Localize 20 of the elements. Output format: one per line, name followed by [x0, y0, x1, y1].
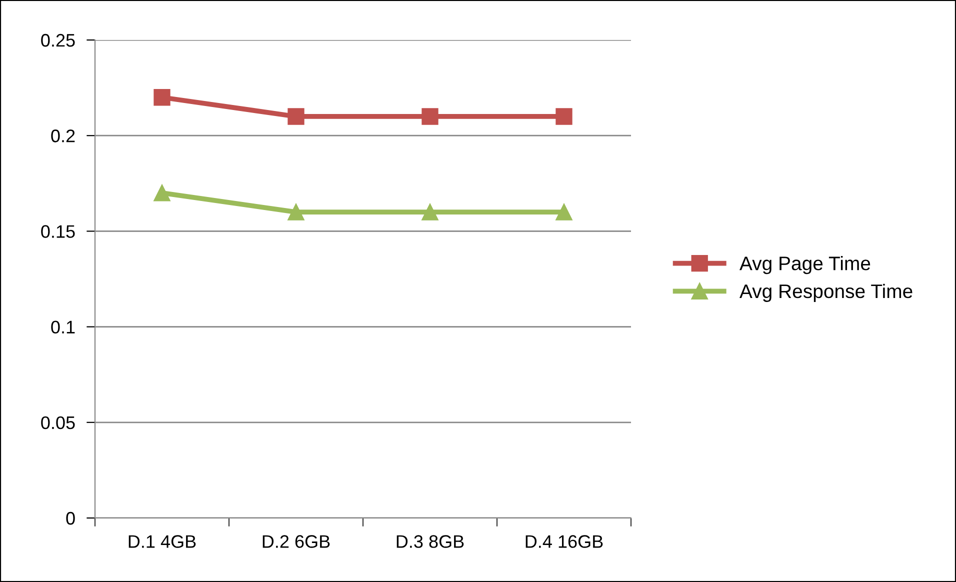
point	[556, 204, 572, 220]
x-tick-label: D.3 8GB	[396, 535, 464, 548]
point	[154, 89, 170, 106]
legend-label: Avg Page Time	[740, 256, 870, 274]
y-tick-label: 0.25	[41, 34, 75, 47]
legend-label: Avg Response Time	[740, 284, 912, 302]
y-tick-label: 0.05	[41, 416, 75, 430]
y-tick-label: 0.2	[51, 130, 75, 142]
point	[422, 108, 438, 125]
point	[556, 108, 572, 125]
x-tick-label: D.4 16GB	[526, 535, 603, 548]
y-tick-label: 0.15	[41, 225, 75, 238]
point	[288, 108, 304, 125]
point	[422, 204, 438, 220]
y-tick-label: 0.1	[51, 320, 75, 334]
x-tick-label: D.2 6GB	[262, 535, 330, 548]
y-tick-label: 0	[66, 512, 75, 525]
point	[154, 184, 170, 202]
x-tick-label: D.1 4GB	[128, 535, 196, 548]
point	[288, 204, 304, 220]
